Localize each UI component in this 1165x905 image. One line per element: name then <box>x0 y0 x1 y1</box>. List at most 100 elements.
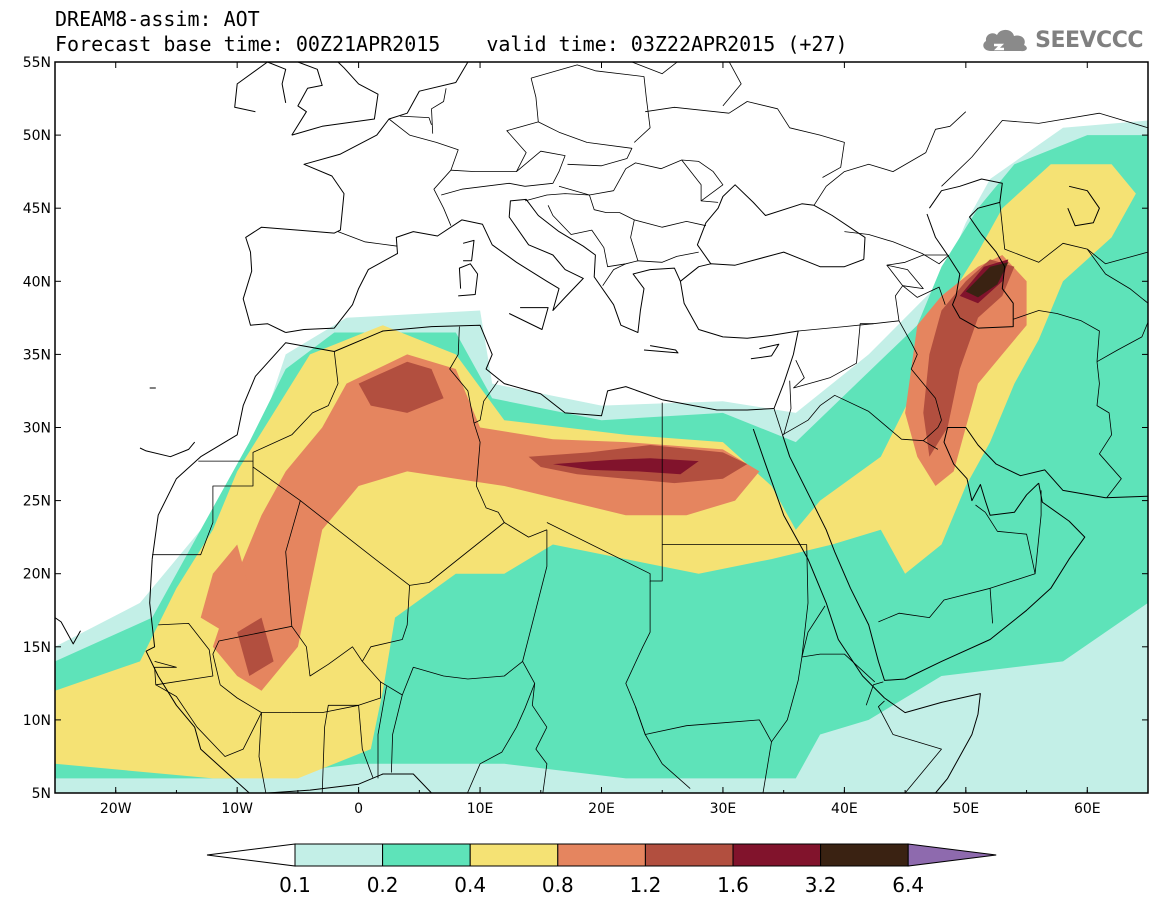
chad-west <box>522 529 548 728</box>
lat-tick-label: 45N <box>23 201 51 217</box>
south-sudan-north <box>645 719 772 742</box>
crete-coast <box>643 345 679 354</box>
colorbar-above-arrow <box>907 843 997 867</box>
north-africa-coast <box>151 324 775 560</box>
lat-tick-label: 35N <box>23 347 51 363</box>
uae-oman <box>1034 490 1042 574</box>
lon-tick-label: 20W <box>100 801 132 817</box>
lat-tick-label: 10N <box>23 713 51 729</box>
aral-sea-coast <box>1067 185 1100 227</box>
lon-tick-label: 20E <box>588 801 615 817</box>
germany-borders <box>450 78 539 173</box>
gulf-of-guinea-coast <box>267 773 432 793</box>
balkans-a <box>524 193 639 268</box>
mediterranean-north-coast <box>285 198 681 333</box>
georgia-russia <box>844 231 950 265</box>
lat-tick-label: 40N <box>23 274 51 290</box>
lon-tick-label: 40E <box>831 801 858 817</box>
ivory-coast-west <box>258 712 292 793</box>
iran-afghanistan-pakistan <box>1096 361 1122 498</box>
senegal-borders <box>154 623 214 686</box>
canary-islands <box>139 441 196 458</box>
lat-tick-label: 55N <box>23 55 51 71</box>
cyprus-coast <box>750 343 780 360</box>
bulgaria-romania <box>634 219 706 228</box>
car-sudan <box>644 734 691 789</box>
lat-tick-label: 20N <box>23 567 51 583</box>
france-east <box>388 118 459 226</box>
arabia-west-coast <box>782 434 1086 681</box>
valid-time: valid time: 03Z22APR2015 (+27) <box>486 32 848 56</box>
western-sahara <box>152 460 254 556</box>
turkmenistan-uzbekistan <box>1086 248 1148 304</box>
ethiopia-eritrea <box>801 653 876 683</box>
title-line-2: Forecast base time: 00Z21APR2015 valid ti… <box>55 33 848 55</box>
colorbar-bin <box>820 843 909 867</box>
forecast-base-time: Forecast base time: 00Z21APR2015 <box>55 32 441 56</box>
syria-lebanon-jordan <box>793 360 805 389</box>
lat-tick-label: 5N <box>32 786 51 802</box>
iraq-iran <box>898 320 942 421</box>
greece-albania-macedonia <box>602 263 626 286</box>
colorbar-level-label: 0.4 <box>454 873 486 897</box>
eritrea-sudan <box>801 605 826 658</box>
colorbar-level-label: 1.6 <box>717 873 749 897</box>
colorbar-level-label: 0.1 <box>279 873 311 897</box>
switzerland-austria-italy <box>441 182 526 196</box>
afghanistan-turkmenistan <box>1096 322 1148 363</box>
nigeria-cameroon <box>467 683 536 793</box>
ghana-borders <box>321 704 374 793</box>
bulgaria-greece-turkey <box>637 251 699 263</box>
kuwait-iraq <box>923 420 942 441</box>
britain-west-coast <box>291 62 323 136</box>
red-sea-west-coast <box>752 428 885 699</box>
arabia-saudi-north <box>782 394 939 450</box>
logo-text: SEEVCCC <box>1035 27 1143 53</box>
iberia-atlantic-coast <box>242 62 469 333</box>
israel-jordan <box>783 380 792 435</box>
britain-coast <box>291 62 379 136</box>
lon-tick-label: 10W <box>221 801 253 817</box>
qatar <box>975 504 986 513</box>
yemen-oman <box>989 588 993 624</box>
somalia-kenya <box>900 792 906 793</box>
coastline-layer <box>55 62 1148 793</box>
aot-region-1p2-8 <box>923 259 1015 457</box>
colorbar-bin <box>644 843 734 867</box>
black-sea-north-coast <box>696 184 866 265</box>
aot-region-1p2-7 <box>358 361 444 413</box>
israel-egypt <box>773 408 783 435</box>
tunisia-libya <box>473 380 499 424</box>
aot-region-3p2-12 <box>965 262 1009 298</box>
niger-south <box>361 585 523 696</box>
colorbar-legend: 0.1 0.2 0.4 0.8 1.2 1.6 3.2 6.4 <box>206 843 997 897</box>
colorbar-below-arrow <box>206 843 296 867</box>
austria-east <box>516 150 566 187</box>
baltic <box>631 62 742 107</box>
lon-axis: 20W 10W 0 10E 20E 30E 40E 50E 60E <box>54 62 1149 817</box>
armenia-azerbaijan <box>886 264 946 305</box>
kazakhstan-border <box>999 202 1148 265</box>
levant-coast <box>679 251 864 409</box>
sudan-chad-car <box>635 706 646 735</box>
hungary-romania <box>558 159 719 203</box>
aot-region-0p8-5 <box>200 544 250 633</box>
europe-france-spain <box>337 231 398 247</box>
ireland-coast <box>234 62 287 113</box>
colorbar-level-label: 0.2 <box>367 873 399 897</box>
border-layer <box>152 62 1148 793</box>
colorbar-bin <box>732 843 822 867</box>
mali-burkina <box>291 626 363 677</box>
colorbar-bin <box>382 843 471 867</box>
djibouti <box>865 681 884 706</box>
netherlands-belgium <box>399 115 432 126</box>
czech-slovakia <box>538 121 633 167</box>
cameroon-car <box>535 727 548 793</box>
sardinia-coast <box>458 263 479 297</box>
west-africa-coast <box>145 559 250 793</box>
colorbar-bin <box>557 843 646 867</box>
colorbar-level-label: 3.2 <box>805 873 837 897</box>
kazakhstan-russia <box>941 112 1148 187</box>
aot-region-0p8-3 <box>212 354 760 691</box>
